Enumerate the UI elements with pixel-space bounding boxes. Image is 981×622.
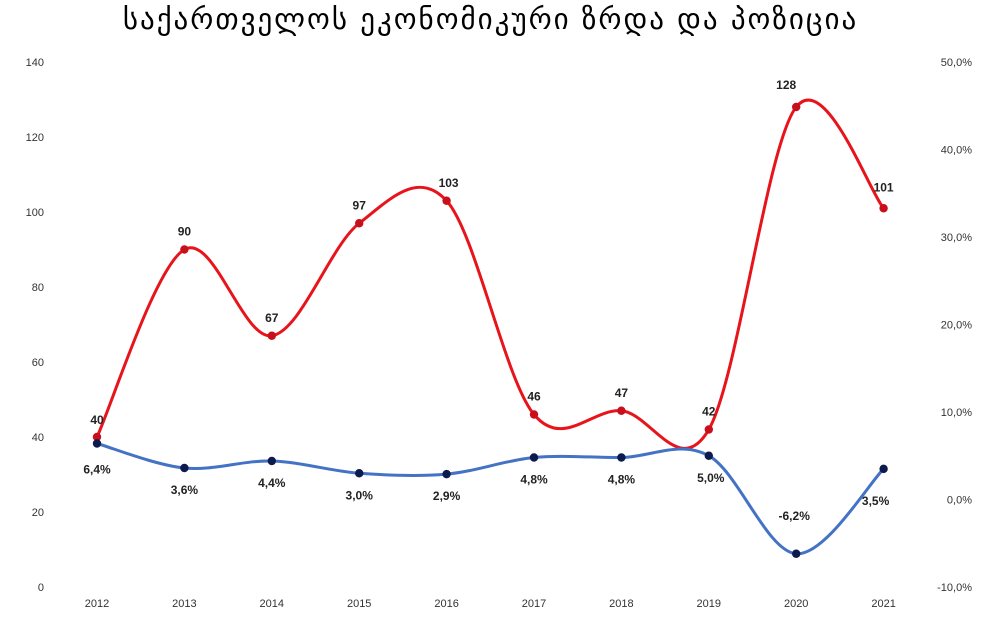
x-tick-label: 2016 <box>434 598 458 610</box>
series-red-data-label: 40 <box>90 413 104 427</box>
y-left-tick-label: 100 <box>26 207 44 219</box>
series-blue-data-label: 3,6% <box>171 483 199 497</box>
y-right-tick-label: 50,0% <box>941 57 972 69</box>
series-blue-data-label: 6,4% <box>83 463 111 477</box>
series-red-point <box>267 331 276 340</box>
series-blue-point <box>442 469 451 479</box>
series-red-point <box>617 406 626 415</box>
x-tick-label: 2013 <box>172 598 196 610</box>
series-red-point <box>92 432 102 442</box>
series-red-data-label: 128 <box>776 78 796 92</box>
series-red-point <box>879 204 888 213</box>
y-right-tick-label: 0,0% <box>947 495 972 507</box>
series-blue-data-label: 5,0% <box>697 471 725 485</box>
x-tick-label: 2018 <box>609 598 633 610</box>
y-left-tick-label: 20 <box>32 507 44 519</box>
series-red-point <box>529 410 539 419</box>
y-left-tick-label: 120 <box>26 132 44 144</box>
x-tick-label: 2019 <box>697 598 721 610</box>
series-red-point <box>792 102 801 112</box>
series-blue-point <box>180 463 189 473</box>
y-left-tick-label: 140 <box>26 57 44 69</box>
series-blue-point <box>879 464 888 474</box>
series-red-data-label: 47 <box>615 386 629 400</box>
series-red-point <box>704 425 713 434</box>
series-blue-data-label: 2,9% <box>433 489 461 503</box>
y-right-tick-label: 20,0% <box>941 320 972 332</box>
series-red-data-label: 90 <box>178 225 192 239</box>
series-red-point <box>442 196 451 205</box>
chart-title: საქართველოს ეკონომიკური ზრდა და პოზიცია <box>122 2 859 36</box>
series-blue-point <box>792 549 801 558</box>
series-blue-point <box>617 453 626 462</box>
y-left-tick-label: 60 <box>32 357 44 369</box>
series-blue-line <box>95 442 886 556</box>
series-red-data-label: 46 <box>527 390 541 404</box>
x-tick-label: 2020 <box>784 598 808 610</box>
x-tick-label: 2021 <box>871 598 895 610</box>
series-blue-point <box>704 451 713 460</box>
x-tick-label: 2012 <box>85 598 109 610</box>
x-tick-label: 2014 <box>260 598 284 610</box>
series-blue-data-label: 4,4% <box>258 476 286 490</box>
y-right-tick-label: 30,0% <box>941 232 972 244</box>
series-blue-point <box>355 469 364 478</box>
y-right-tick-label: 10,0% <box>941 407 972 419</box>
x-tick-label: 2017 <box>522 598 546 610</box>
series-red-data-label: 97 <box>353 198 367 212</box>
y-left-tick-label: 80 <box>32 282 44 294</box>
series-blue-point <box>529 453 539 462</box>
series-red-data-label: 67 <box>265 311 279 325</box>
series-red-data-label: 101 <box>874 180 894 194</box>
series-red-data-label: 103 <box>439 176 459 190</box>
series-blue-data-label: -6,2% <box>779 509 811 523</box>
series-blue-data-label: 4,8% <box>520 473 548 487</box>
series-red-line <box>95 98 886 450</box>
series-red-data-label: 42 <box>702 405 716 419</box>
series-blue-point <box>267 456 276 466</box>
series-blue-data-label: 4,8% <box>608 473 636 487</box>
x-tick-label: 2015 <box>347 598 371 610</box>
series-blue-point <box>92 439 102 448</box>
y-left-tick-label: 40 <box>32 432 44 444</box>
series-blue-data-label: 3,0% <box>346 488 374 502</box>
series-blue-data-label: 3,5% <box>862 494 890 508</box>
y-right-tick-label: -10,0% <box>937 582 972 594</box>
series-red-point <box>355 219 364 228</box>
y-right-tick-label: 40,0% <box>941 145 972 157</box>
y-left-tick-label: 0 <box>38 582 44 594</box>
series-red-point <box>180 245 189 254</box>
